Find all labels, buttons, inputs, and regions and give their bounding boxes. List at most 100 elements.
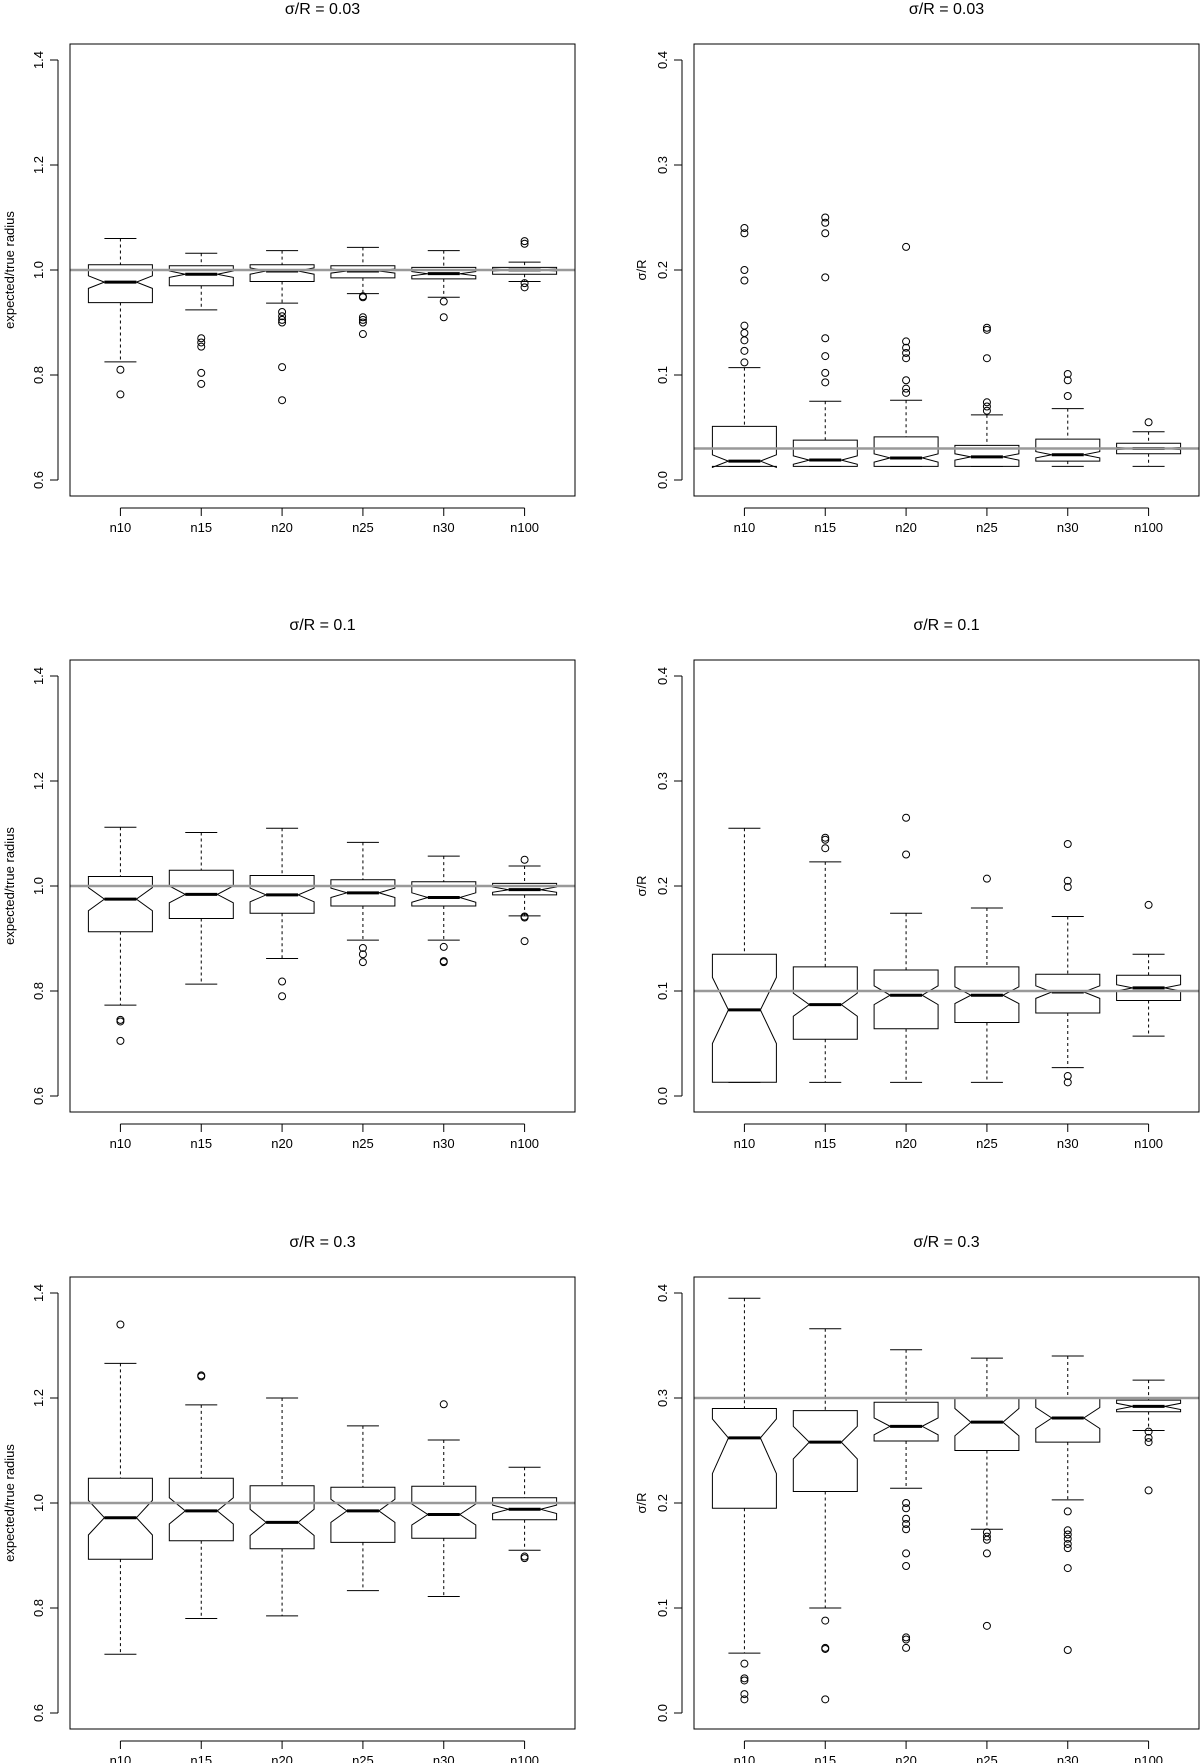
- outlier-point: [358, 318, 367, 327]
- x-tick-label: n10: [734, 520, 756, 535]
- x-tick-label: n100: [510, 1136, 539, 1151]
- x-tick-label: n10: [734, 1136, 756, 1151]
- outlier-point: [982, 874, 991, 883]
- outlier-point: [197, 342, 206, 351]
- box-n20: [873, 813, 939, 1083]
- panel-2: σ/R = 0.03 σ/R 0.0 0.1 0.2 0.3 0.4 n10 n15 n20 n25…: [634, 1, 1200, 535]
- outlier-point: [1063, 840, 1072, 848]
- plot-frame: [693, 1276, 1200, 1730]
- panel-title: σ/R = 0.03: [285, 1, 360, 18]
- outlier-point: [358, 313, 367, 322]
- box-n25: [954, 1357, 1020, 1630]
- outlier-point: [740, 1695, 749, 1704]
- y-tick-label: 1.0: [31, 261, 46, 279]
- plot-frame: [69, 659, 576, 1113]
- outlier-point: [1063, 369, 1072, 378]
- y-tick-label: 1.0: [31, 1494, 46, 1512]
- y-tick-label: 0.1: [655, 366, 670, 384]
- outlier-point: [439, 942, 448, 951]
- outlier-point: [982, 406, 991, 415]
- outlier-point: [278, 318, 287, 327]
- outlier-point: [520, 1554, 529, 1563]
- outlier-point: [902, 384, 911, 393]
- outlier-point: [116, 1036, 125, 1045]
- box-n30: [411, 250, 477, 322]
- outlier-point: [821, 213, 830, 222]
- box-n30: [1035, 369, 1101, 467]
- outlier-point: [1063, 876, 1072, 885]
- box-n100: [1116, 418, 1182, 467]
- outlier-point: [821, 218, 830, 227]
- y-tick-label: 0.6: [31, 471, 46, 489]
- box-n10: [87, 826, 153, 1045]
- panel-6: σ/R = 0.3 σ/R 0.0 0.1 0.2 0.3 0.4 n10 n15 n20 n25 n…: [634, 1234, 1200, 1763]
- outlier-point: [821, 352, 830, 361]
- outlier-point: [358, 958, 367, 967]
- outlier-point: [278, 363, 287, 372]
- outlier-point: [821, 378, 830, 387]
- notched-box: [249, 1485, 315, 1550]
- box-n20: [249, 1397, 315, 1617]
- box-n10: [87, 238, 153, 399]
- x-tick-label: n30: [1057, 1136, 1079, 1151]
- panel-3: σ/R = 0.1 expected/true radius 0.6 0.8 1.0 1.…: [2, 617, 576, 1151]
- outlier-point: [116, 1320, 125, 1329]
- y-tick-label: 0.6: [31, 1704, 46, 1722]
- notched-box: [792, 1410, 858, 1492]
- outlier-point: [358, 950, 367, 959]
- x-tick-label: n100: [510, 520, 539, 535]
- notched-box: [1035, 438, 1101, 462]
- outlier-point: [902, 813, 911, 822]
- outlier-point: [740, 1690, 749, 1699]
- box-n30: [411, 1400, 477, 1597]
- outlier-point: [1063, 1072, 1072, 1081]
- outlier-point: [982, 1532, 991, 1541]
- x-tick-label: n20: [895, 1753, 917, 1763]
- outlier-point: [821, 1616, 830, 1625]
- outlier-point: [902, 343, 911, 352]
- panel-title: σ/R = 0.3: [289, 1234, 355, 1251]
- outlier-point: [197, 379, 206, 388]
- outlier-point: [982, 354, 991, 363]
- x-tick-label: n10: [734, 1753, 756, 1763]
- x-tick-label: n20: [895, 520, 917, 535]
- outlier-point: [740, 329, 749, 337]
- notched-box: [711, 1408, 777, 1509]
- x-tick-label: n15: [814, 520, 836, 535]
- outlier-point: [1063, 1534, 1072, 1543]
- outlier-point: [278, 396, 287, 405]
- outlier-point: [982, 325, 991, 334]
- outlier-point: [1063, 1507, 1072, 1516]
- outlier-point: [520, 855, 529, 864]
- notched-box: [1035, 1397, 1101, 1443]
- y-axis-label: expected/true radius: [2, 211, 17, 329]
- notched-box: [792, 966, 858, 1040]
- notched-box: [873, 436, 939, 467]
- y-tick-label: 1.4: [31, 1284, 46, 1302]
- panel-5: σ/R = 0.3 expected/true radius 0.6 0.8 1.0 1.…: [2, 1234, 576, 1763]
- outlier-point: [902, 376, 911, 385]
- x-tick-label: n25: [352, 520, 374, 535]
- outlier-point: [740, 1676, 749, 1685]
- box-n15: [792, 213, 858, 467]
- outlier-point: [902, 348, 911, 357]
- panel-4: σ/R = 0.1 σ/R 0.0 0.1 0.2 0.3 0.4 n10 n15 n20 n25 n…: [634, 617, 1200, 1151]
- outlier-point: [1144, 418, 1153, 427]
- outlier-point: [278, 312, 287, 321]
- x-tick-label: n100: [1134, 1136, 1163, 1151]
- box-n10: [711, 224, 777, 469]
- outlier-point: [1063, 392, 1072, 400]
- panel-title: σ/R = 0.1: [913, 617, 979, 634]
- x-tick-label: n20: [271, 1753, 293, 1763]
- outlier-point: [902, 1525, 911, 1534]
- x-tick-label: n20: [271, 520, 293, 535]
- outlier-point: [197, 368, 206, 377]
- box-n30: [1035, 1355, 1101, 1654]
- outlier-point: [520, 913, 529, 922]
- x-tick-label: n25: [352, 1136, 374, 1151]
- outlier-point: [902, 1562, 911, 1570]
- notched-box: [711, 425, 777, 469]
- outlier-point: [982, 1621, 991, 1630]
- box-n20: [873, 242, 939, 467]
